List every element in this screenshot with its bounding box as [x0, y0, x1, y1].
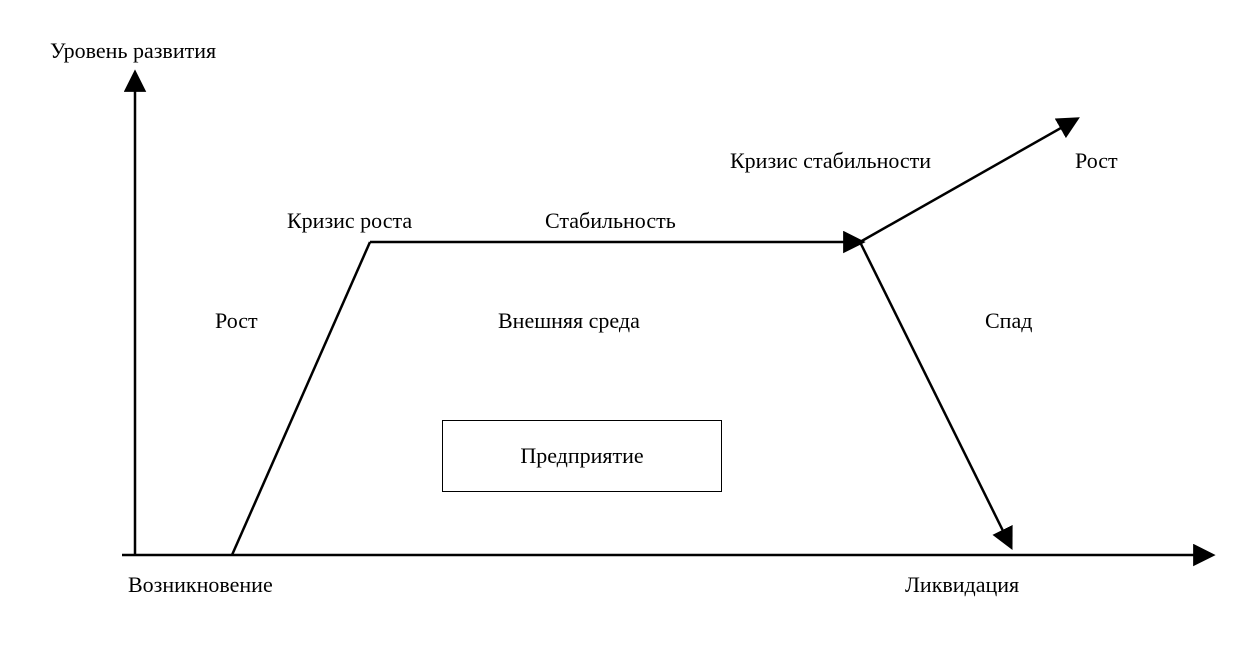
enterprise-box-text: Предприятие — [520, 443, 643, 469]
decline-label: Спад — [985, 308, 1032, 334]
stability-crisis-label: Кризис стабильности — [730, 148, 931, 174]
environment-label: Внешняя среда — [498, 308, 640, 334]
growth-crisis-label: Кризис роста — [287, 208, 412, 234]
growth2-label: Рост — [1075, 148, 1118, 174]
x-start-label: Возникновение — [128, 572, 273, 598]
y-axis-title: Уровень развития — [50, 38, 216, 64]
stability-label: Стабильность — [545, 208, 676, 234]
growth-label: Рост — [215, 308, 258, 334]
x-end-label: Ликвидация — [905, 572, 1019, 598]
lifecycle-diagram: Уровень развития Возникновение Ликвидаци… — [0, 0, 1244, 654]
enterprise-box: Предприятие — [442, 420, 722, 492]
